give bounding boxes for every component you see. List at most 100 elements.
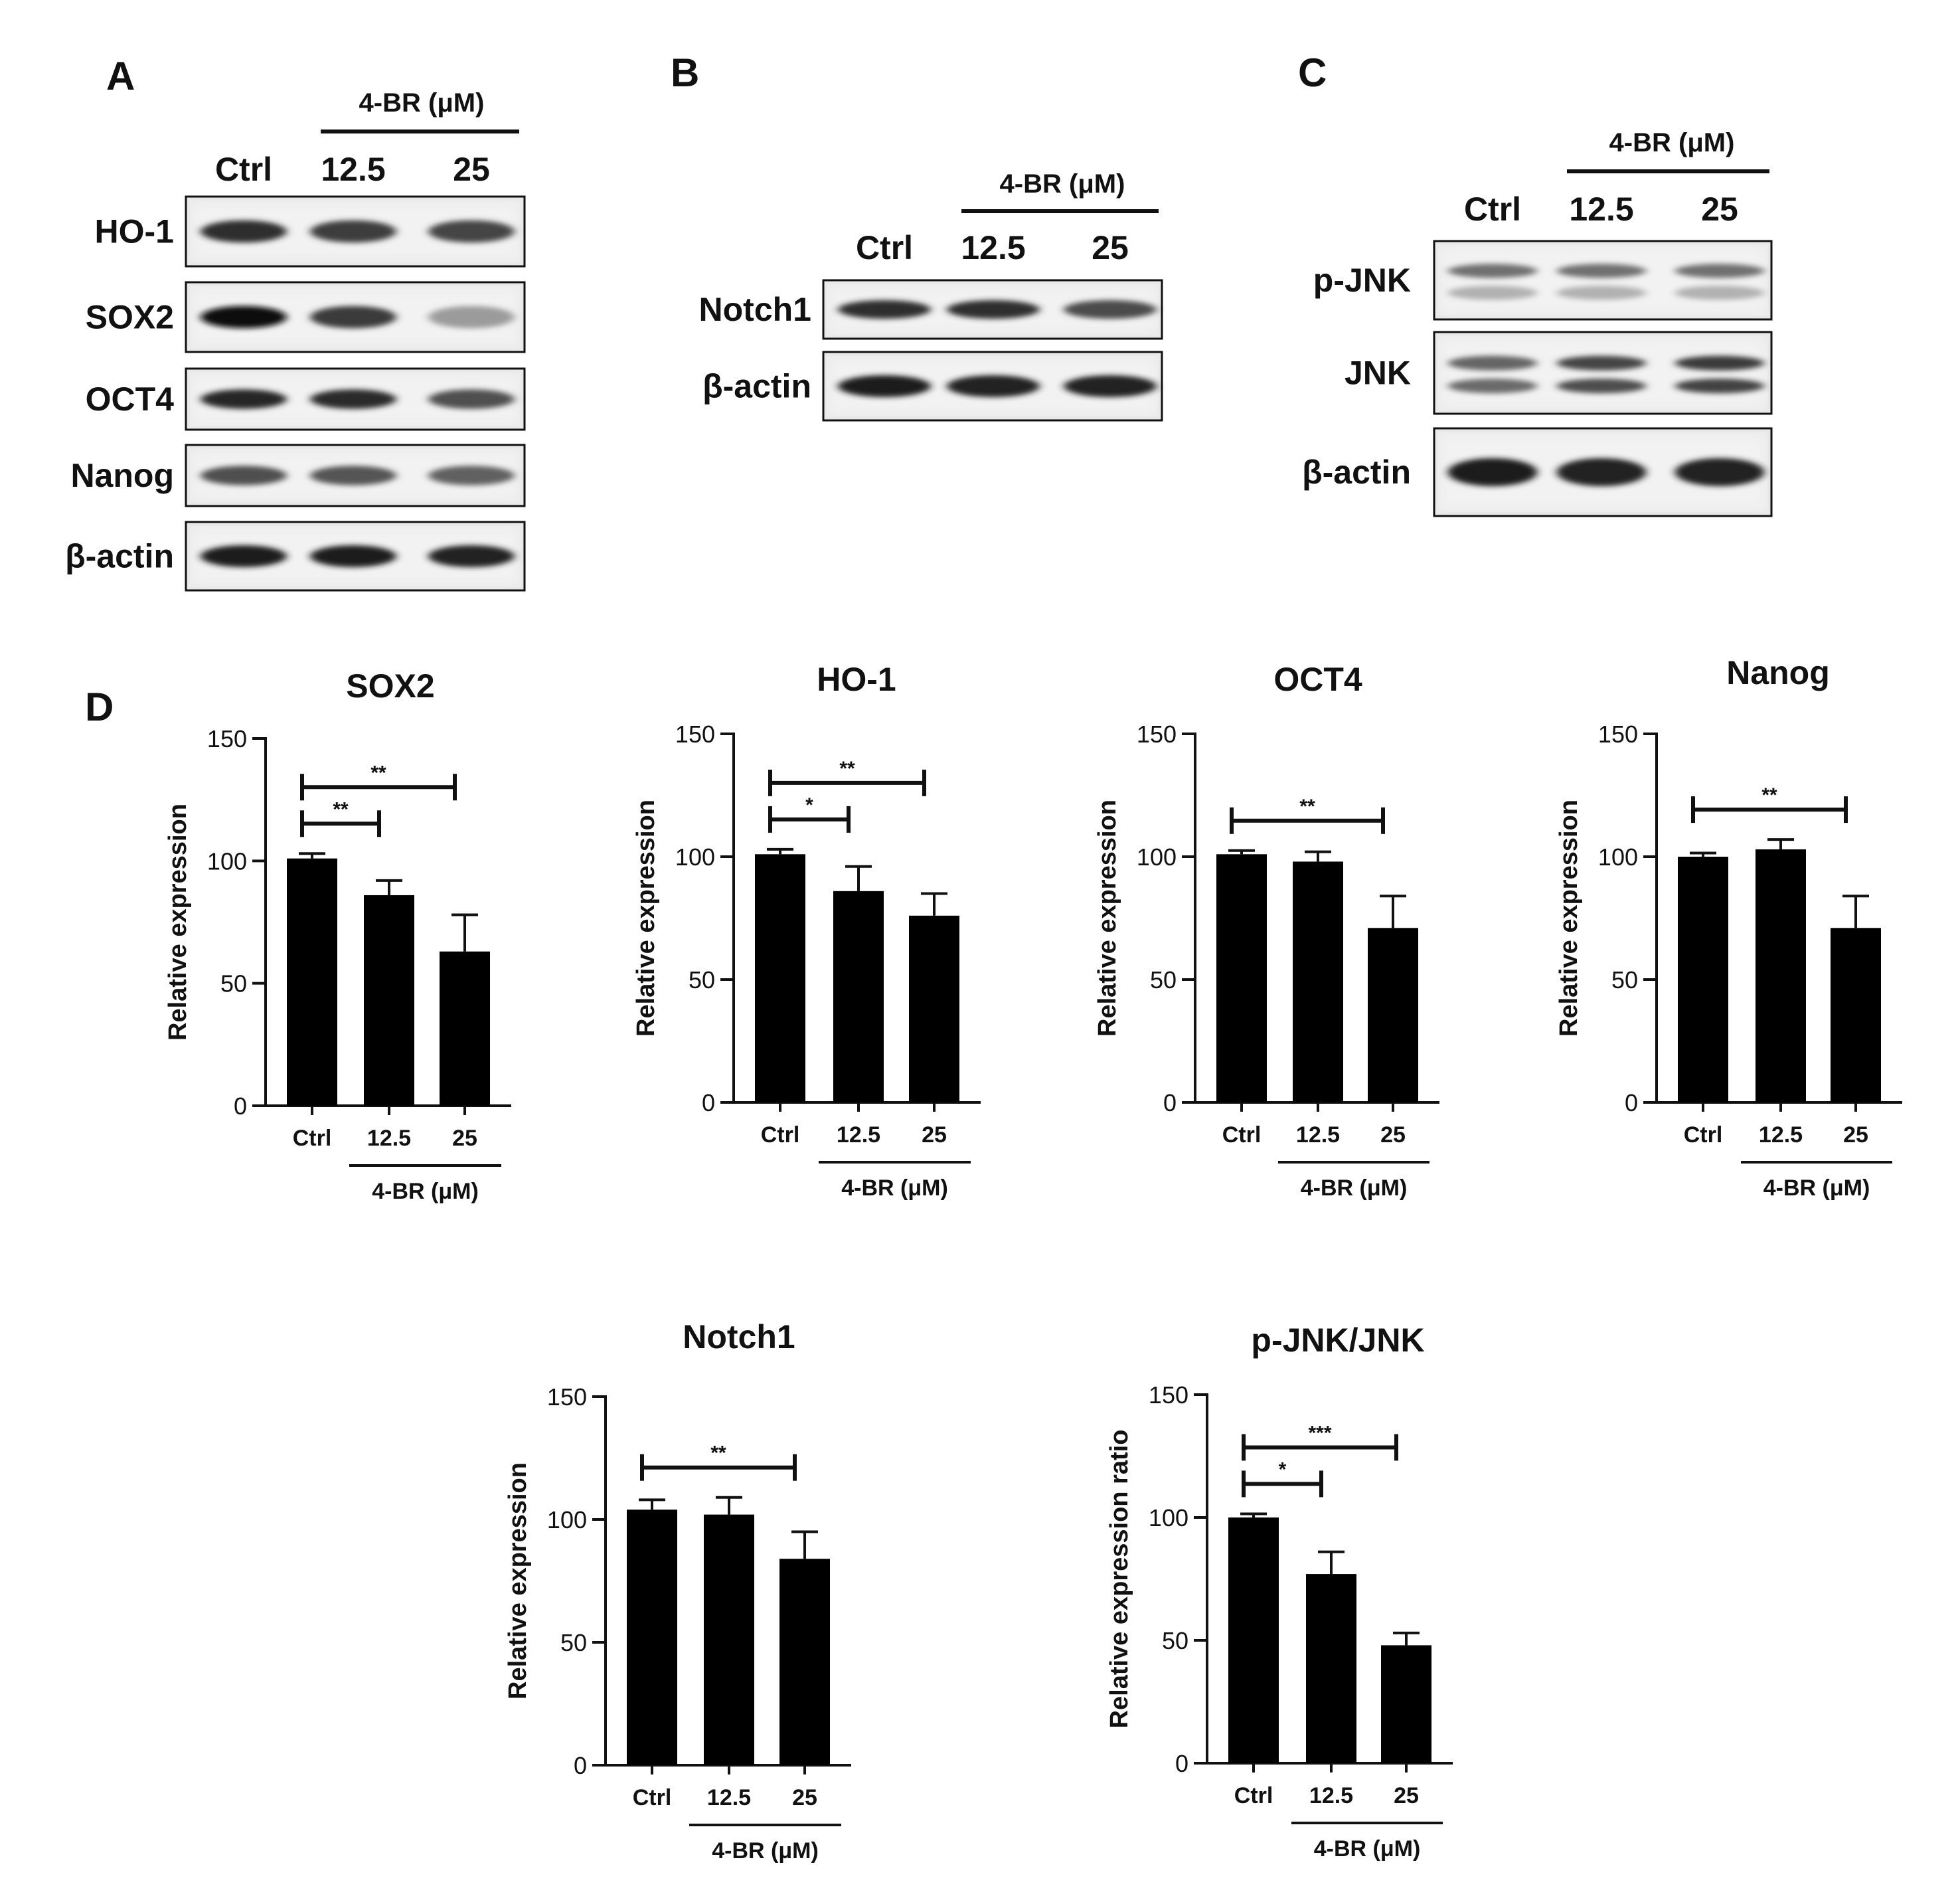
panel-a-lane-25: 25 [453, 151, 490, 188]
y-tick-label: 50 [220, 970, 247, 997]
band [310, 389, 396, 409]
chart-title: HO-1 [817, 661, 896, 698]
x-tick-label: Ctrl [761, 1122, 800, 1148]
x-tick-label: 12.5 [1309, 1783, 1353, 1808]
panel-a-lane-ctrl: Ctrl [215, 151, 272, 188]
y-tick-label: 100 [1137, 843, 1177, 871]
blot-label-oct4: OCT4 [86, 381, 175, 418]
bar-12-5 [1306, 1574, 1356, 1763]
panel-a-header: 4-BR (μM) Ctrl 12.5 25 [215, 88, 519, 188]
x-tick-label: 25 [1380, 1122, 1406, 1148]
bar-charts: SOX2 0 50 100 150 Relative expression Ctrl 12.5… [164, 654, 1902, 1863]
significance-label: ** [1299, 796, 1315, 818]
bar-ctrl [755, 854, 805, 1102]
bar-ctrl [1216, 854, 1267, 1102]
band-upper [1447, 355, 1538, 371]
panel-letter-d: D [85, 685, 114, 729]
blot-c-p-jnk: p-JNK [1313, 240, 1773, 321]
band [310, 466, 396, 485]
blot-frame [1433, 331, 1773, 415]
panel-c-lane-ctrl: Ctrl [1464, 191, 1521, 228]
y-tick-label: 50 [1162, 1627, 1188, 1654]
x-tick-label: 25 [922, 1122, 947, 1148]
treatment-group-label: 4-BR (μM) [372, 1179, 479, 1204]
chart-nanog: Nanog 0 50 100 150 Relative expression Ctrl 12.… [1555, 654, 1902, 1201]
y-axis-label: Relative expression [1094, 800, 1121, 1037]
y-tick-label: 150 [1137, 721, 1177, 748]
band [201, 389, 287, 409]
x-tick-label: Ctrl [1222, 1122, 1262, 1148]
western-blots: HO-1 SOX2 OCT4 Nanog β-actin Notch1 β-actin p-J… [65, 195, 1773, 592]
band-upper [1556, 355, 1647, 371]
panel-b-lane-ctrl: Ctrl [856, 229, 913, 266]
chart-title: p-JNK/JNK [1251, 1322, 1424, 1359]
y-axis-label: Relative expression ratio [1105, 1430, 1133, 1729]
blot-label-notch1: Notch1 [699, 291, 811, 328]
chart-ho-1: HO-1 0 50 100 150 Relative expression Ctrl 12.5… [632, 661, 981, 1201]
chart-sox2: SOX2 0 50 100 150 Relative expression Ctrl 12.5… [164, 667, 511, 1204]
bar-ctrl [287, 858, 337, 1106]
blot-frame [1433, 240, 1773, 321]
band [1674, 458, 1765, 487]
y-tick-label: 0 [574, 1752, 587, 1779]
significance-label: * [1279, 1458, 1287, 1480]
y-tick-label: 50 [560, 1629, 587, 1656]
blot-frame [185, 521, 526, 592]
y-axis-label: Relative expression [632, 800, 660, 1037]
significance-label: * [805, 794, 813, 816]
y-tick-label: 0 [234, 1092, 247, 1120]
bar-12-5 [704, 1514, 754, 1765]
panel-b-header: 4-BR (μM) Ctrl 12.5 25 [856, 169, 1159, 266]
blot-background [1438, 336, 1767, 410]
y-tick-label: 150 [1149, 1381, 1188, 1409]
y-tick-label: 50 [1611, 966, 1638, 994]
blot-frame [185, 195, 526, 268]
band-upper [1556, 264, 1647, 278]
blot-c-jnk: JNK [1345, 331, 1773, 415]
chart-title: Nanog [1726, 654, 1830, 691]
blot-label-actin: β-actin [702, 368, 811, 405]
panel-letter-c: C [1298, 50, 1327, 95]
bar-25 [440, 951, 490, 1106]
y-tick-label: 50 [1150, 966, 1177, 994]
blot-b-actin: β-actin [702, 351, 1163, 422]
blot-a-oct4: OCT4 [86, 367, 526, 431]
band [428, 305, 515, 329]
significance-label: ** [839, 758, 855, 780]
significance-label: ** [710, 1442, 726, 1464]
y-tick-label: 0 [1625, 1089, 1638, 1116]
chart-oct4: OCT4 0 50 100 150 Relative expression Ctrl 12.5… [1094, 661, 1439, 1201]
x-tick-label: 25 [1843, 1122, 1868, 1148]
band-lower [1447, 286, 1538, 300]
band-upper [1674, 355, 1765, 371]
band [947, 300, 1040, 319]
y-axis-label: Relative expression [1555, 800, 1583, 1037]
band [201, 305, 287, 329]
blot-b-notch1: Notch1 [699, 279, 1163, 340]
band-upper [1674, 264, 1765, 278]
band [1064, 375, 1157, 397]
band [310, 220, 396, 243]
y-tick-label: 100 [547, 1506, 587, 1533]
band-upper [1447, 264, 1538, 278]
treatment-group-label: 4-BR (μM) [712, 1838, 819, 1863]
panel-b-treatment-label: 4-BR (μM) [1000, 169, 1125, 199]
blot-frame [822, 279, 1163, 340]
x-tick-label: 25 [1394, 1783, 1419, 1808]
bar-ctrl [1228, 1517, 1279, 1763]
band [428, 466, 515, 485]
x-tick-label: 12.5 [707, 1785, 751, 1810]
chart-p-jnk-jnk: p-JNK/JNK 0 50 100 150 Relative expression ra… [1105, 1322, 1453, 1861]
band [1064, 300, 1157, 319]
y-tick-label: 100 [207, 847, 247, 875]
band [1447, 458, 1538, 487]
panel-c-treatment-label: 4-BR (μM) [1609, 128, 1735, 157]
x-tick-label: Ctrl [1684, 1122, 1723, 1148]
chart-title: SOX2 [346, 667, 434, 705]
panel-c-header: 4-BR (μM) Ctrl 12.5 25 [1464, 128, 1769, 228]
treatment-group-label: 4-BR (μM) [841, 1175, 948, 1201]
panel-b-lane-12-5: 12.5 [961, 229, 1025, 266]
blot-label-jnk: JNK [1345, 355, 1411, 392]
band [201, 220, 287, 243]
x-tick-label: 25 [792, 1785, 817, 1810]
